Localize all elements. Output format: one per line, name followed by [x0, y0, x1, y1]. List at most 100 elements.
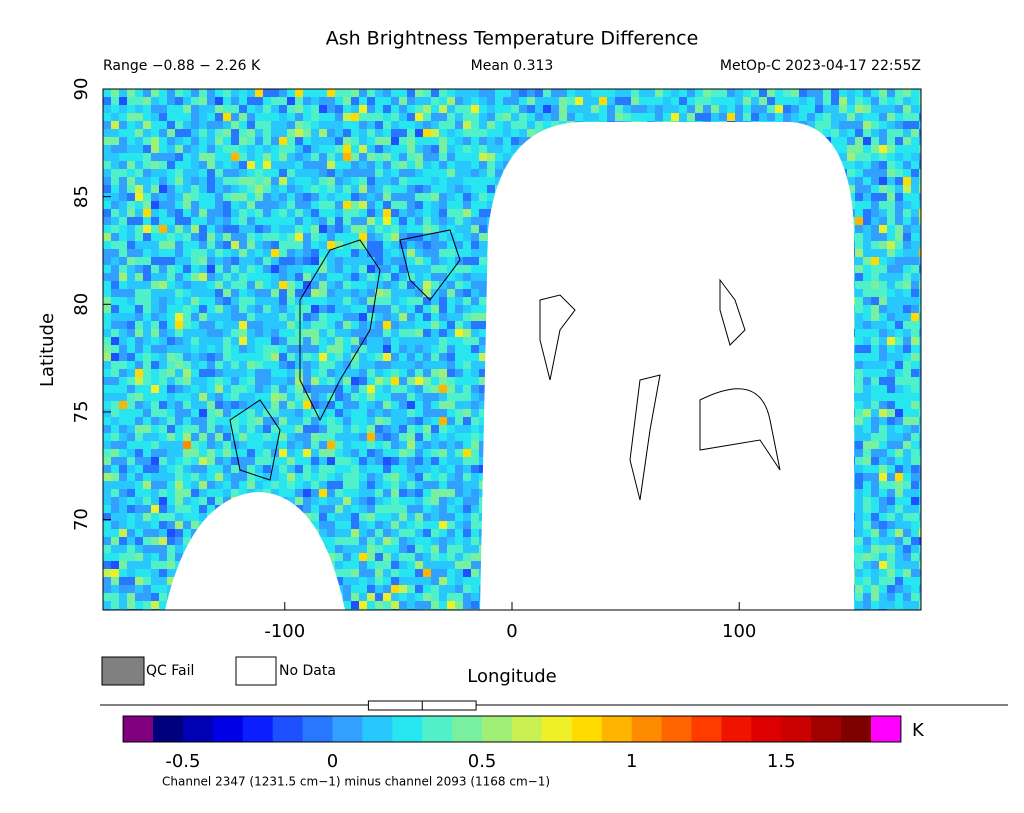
field-cell: [255, 121, 263, 129]
field-cell: [119, 369, 127, 377]
field-cell: [447, 177, 455, 185]
field-cell: [255, 385, 263, 393]
field-cell: [383, 353, 391, 361]
field-cell: [447, 241, 455, 249]
field-cell: [391, 257, 399, 265]
field-cell: [447, 121, 455, 129]
field-cell: [863, 393, 871, 401]
field-cell: [239, 105, 247, 113]
field-cell: [231, 265, 239, 273]
field-cell: [455, 225, 463, 233]
field-cell: [135, 209, 143, 217]
field-cell: [119, 137, 127, 145]
field-cell: [223, 217, 231, 225]
field-cell: [391, 441, 399, 449]
field-cell: [487, 145, 495, 153]
field-cell: [879, 217, 887, 225]
field-cell: [135, 225, 143, 233]
field-cell: [383, 217, 391, 225]
field-cell: [239, 273, 247, 281]
field-cell: [375, 105, 383, 113]
field-cell: [431, 425, 439, 433]
field-cell: [431, 377, 439, 385]
field-cell: [895, 217, 903, 225]
field-cell: [343, 209, 351, 217]
field-cell: [127, 105, 135, 113]
field-cell: [455, 193, 463, 201]
field-cell: [239, 401, 247, 409]
field-cell: [391, 145, 399, 153]
field-cell: [255, 265, 263, 273]
field-cell: [879, 393, 887, 401]
field-cell: [359, 369, 367, 377]
field-cell: [103, 113, 111, 121]
field-cell: [375, 433, 383, 441]
field-cell: [415, 201, 423, 209]
field-cell: [911, 457, 919, 465]
field-cell: [167, 433, 175, 441]
field-cell: [135, 281, 143, 289]
field-cell: [911, 161, 919, 169]
field-cell: [167, 393, 175, 401]
field-cell: [319, 209, 327, 217]
field-cell: [383, 297, 391, 305]
field-cell: [879, 105, 887, 113]
field-cell: [879, 417, 887, 425]
field-cell: [847, 97, 855, 105]
field-cell: [431, 217, 439, 225]
field-cell: [431, 177, 439, 185]
field-cell: [479, 137, 487, 145]
field-cell: [887, 297, 895, 305]
field-cell: [415, 369, 423, 377]
field-cell: [263, 345, 271, 353]
field-cell: [191, 273, 199, 281]
field-cell: [295, 305, 303, 313]
field-cell: [279, 377, 287, 385]
field-cell: [335, 385, 343, 393]
field-cell: [151, 97, 159, 105]
field-cell: [295, 217, 303, 225]
field-cell: [807, 105, 815, 113]
field-cell: [167, 193, 175, 201]
field-cell: [423, 441, 431, 449]
field-cell: [247, 89, 255, 97]
field-cell: [359, 89, 367, 97]
field-cell: [239, 241, 247, 249]
field-cell: [311, 417, 319, 425]
field-cell: [295, 129, 303, 137]
field-cell: [287, 201, 295, 209]
field-cell: [263, 193, 271, 201]
field-cell: [479, 217, 487, 225]
field-cell: [271, 97, 279, 105]
field-cell: [407, 233, 415, 241]
field-cell: [255, 425, 263, 433]
field-cell: [351, 401, 359, 409]
field-cell: [751, 97, 759, 105]
field-cell: [911, 353, 919, 361]
field-cell: [471, 353, 479, 361]
field-cell: [287, 281, 295, 289]
field-cell: [463, 441, 471, 449]
field-cell: [319, 353, 327, 361]
field-cell: [311, 409, 319, 417]
field-cell: [311, 97, 319, 105]
field-cell: [519, 89, 527, 97]
field-cell: [367, 145, 375, 153]
field-cell: [911, 265, 919, 273]
field-cell: [271, 417, 279, 425]
field-cell: [327, 369, 335, 377]
field-cell: [167, 473, 175, 481]
field-cell: [367, 441, 375, 449]
field-cell: [135, 393, 143, 401]
field-cell: [335, 129, 343, 137]
field-cell: [351, 281, 359, 289]
field-cell: [871, 193, 879, 201]
field-cell: [695, 97, 703, 105]
field-cell: [463, 129, 471, 137]
field-cell: [295, 409, 303, 417]
field-cell: [135, 241, 143, 249]
field-cell: [391, 305, 399, 313]
field-cell: [247, 233, 255, 241]
field-cell: [263, 409, 271, 417]
field-cell: [879, 169, 887, 177]
